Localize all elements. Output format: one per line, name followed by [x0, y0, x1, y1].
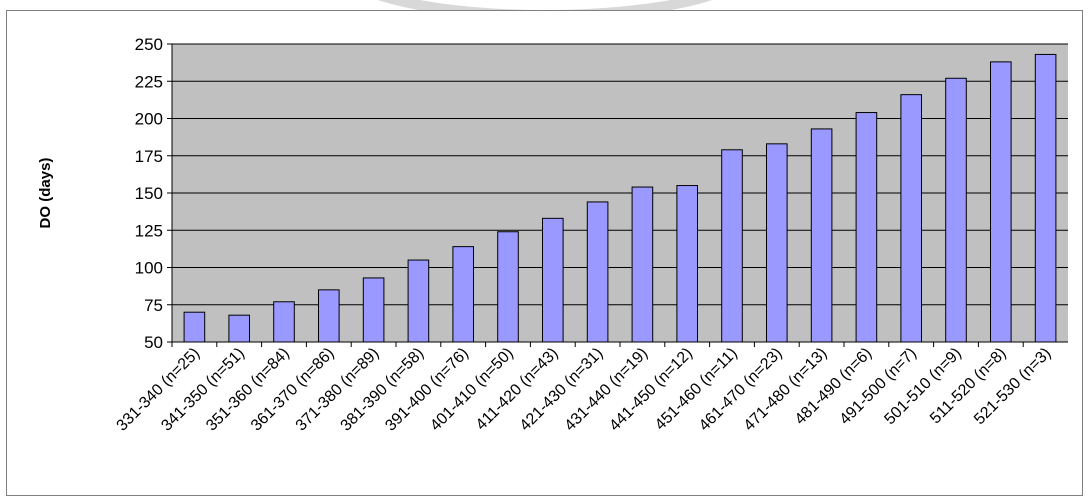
bar	[631, 186, 654, 343]
x-tick-label: 491-500 (n=7)	[837, 345, 920, 428]
bar	[945, 77, 967, 343]
bar	[273, 301, 295, 343]
bar	[900, 94, 923, 343]
x-axis-ticks: 331-340 (n=25)341-350 (n=51)351-360 (n=8…	[114, 342, 1054, 435]
y-tick-label: 75	[144, 296, 163, 315]
bar	[541, 217, 564, 343]
y-tick-label: 250	[135, 35, 163, 54]
bar	[183, 311, 206, 343]
bar	[362, 277, 385, 343]
y-axis-ticks: 50 75 100 125 150 175 200 225 250	[135, 35, 172, 352]
x-tick-label: 411-420 (n=43)	[473, 345, 562, 434]
x-tick-label: 521-530 (n=3)	[971, 345, 1054, 428]
bar	[810, 128, 833, 343]
y-tick-label: 150	[135, 184, 163, 203]
y-tick-label: 225	[135, 72, 163, 91]
y-tick-label: 100	[135, 259, 163, 278]
bar	[317, 289, 340, 343]
y-axis-label: DO (days)	[37, 158, 54, 229]
bar	[989, 61, 1012, 343]
y-tick-label: 175	[135, 147, 163, 166]
bar	[452, 246, 475, 343]
bar	[855, 112, 878, 343]
bars	[183, 53, 1057, 343]
bar	[676, 185, 699, 343]
bar	[586, 201, 609, 343]
bar	[228, 314, 251, 343]
bar	[407, 259, 430, 343]
bar	[765, 143, 788, 343]
x-tick-label: 501-510 (n=9)	[881, 345, 964, 428]
y-tick-label: 50	[144, 333, 163, 352]
x-tick-label: 481-490 (n=6)	[792, 345, 875, 428]
y-tick-label: 125	[135, 221, 163, 240]
bar	[1034, 53, 1057, 343]
y-tick-label: 200	[135, 110, 163, 129]
bar	[721, 149, 743, 343]
bar	[497, 231, 519, 343]
x-tick-label: 451-460 (n=11)	[652, 345, 741, 434]
